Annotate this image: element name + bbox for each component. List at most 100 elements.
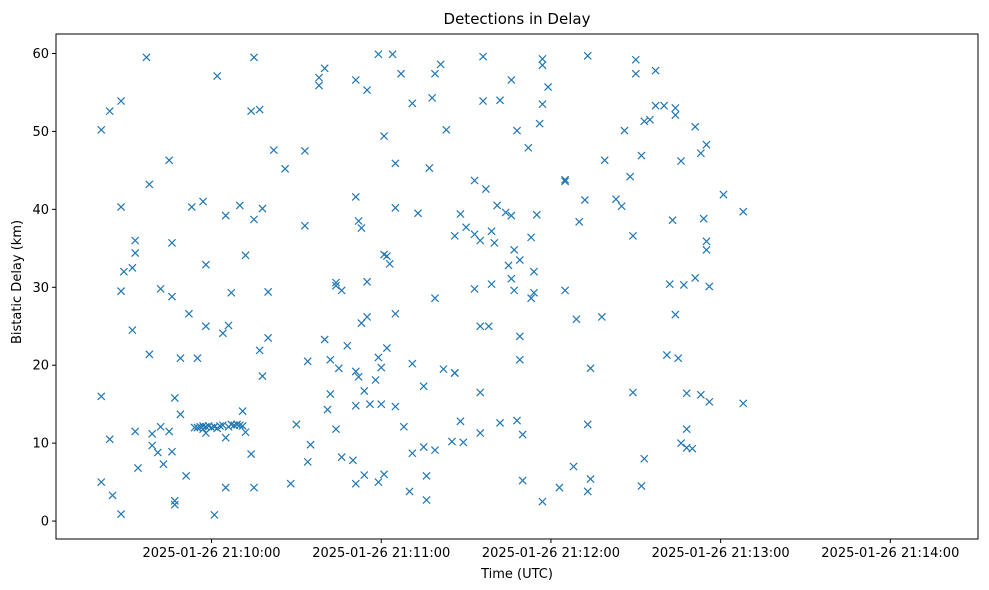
data-point [331,281,341,290]
data-point [739,399,748,408]
data-point [705,397,714,406]
data-point [501,208,510,217]
data-point [408,99,417,108]
data-point [182,471,191,480]
data-point [380,132,389,141]
data-point [679,280,688,289]
data-point [363,86,372,95]
data-point [515,255,524,265]
data-point [580,195,589,205]
data-point [247,450,256,459]
data-point [108,491,117,500]
data-point [210,510,219,519]
data-point [583,487,592,496]
data-point [628,388,637,397]
data-point [213,72,222,81]
data-point [419,382,428,391]
data-point [674,354,683,363]
data-point [255,346,264,355]
data-point [227,420,236,429]
data-point [351,479,360,488]
data-point [365,400,374,409]
data-point [419,443,428,452]
data-point [637,481,646,491]
data-point [235,421,244,430]
y-tick-label: 10 [32,437,49,452]
data-point [518,430,527,439]
data-point [600,156,609,165]
y-tick-label: 40 [32,203,49,218]
data-point [380,470,389,479]
data-point [334,364,343,373]
data-point [490,238,499,247]
data-point [133,464,143,473]
data-point [665,280,674,289]
data-point [430,69,440,78]
data-point [428,93,437,102]
data-point [241,251,250,260]
data-point [199,421,208,431]
data-point [221,483,230,492]
data-point [430,294,440,303]
data-point [241,428,250,437]
data-point [597,312,606,321]
data-point [337,453,346,462]
data-point [382,252,391,261]
data-point [351,401,360,410]
data-point [216,421,225,431]
data-point [249,215,258,224]
data-point [326,390,335,399]
plot-area: 0 10 20 30 40 50 60 2025-01-26 21:10:00 2025-01-… [32,33,979,561]
data-point [167,292,176,301]
data-point [264,333,273,342]
data-point [450,231,459,240]
data-point [167,238,176,247]
data-point [326,355,335,364]
data-point [117,510,126,519]
data-point [476,322,485,331]
data-point [184,309,193,318]
data-point [391,159,400,168]
data-point [493,201,502,210]
data-point [221,433,230,442]
data-point [159,460,168,469]
data-point [351,192,360,201]
data-point [507,274,516,283]
data-point [371,375,380,385]
data-point [320,335,329,344]
data-point [165,427,174,436]
data-point [193,423,202,432]
data-point [456,417,465,426]
data-point [117,287,126,296]
data-point [637,151,646,160]
data-point [640,454,649,463]
data-point [156,284,165,293]
data-point [292,420,301,429]
data-point [315,81,324,90]
data-point [187,202,196,212]
data-point [561,286,570,295]
data-point [363,312,372,321]
data-point [702,237,711,246]
data-point [518,476,527,485]
data-point [156,422,165,431]
data-point [142,53,151,62]
x-tick-label: 2025-01-26 21:13:00 [652,546,790,561]
data-point [515,332,524,341]
x-tick-label: 2025-01-26 21:14:00 [821,546,959,561]
data-point [696,390,705,399]
data-point [391,309,400,318]
data-point [218,421,227,430]
data-point [128,263,137,272]
data-point [538,497,547,506]
data-point [354,372,363,381]
data-point [442,125,451,134]
data-point [388,50,397,59]
data-point [425,164,434,173]
y-tick-label: 20 [32,359,49,374]
data-point [360,471,369,480]
data-point [532,210,541,219]
data-point [447,437,456,446]
data-point [496,418,505,427]
